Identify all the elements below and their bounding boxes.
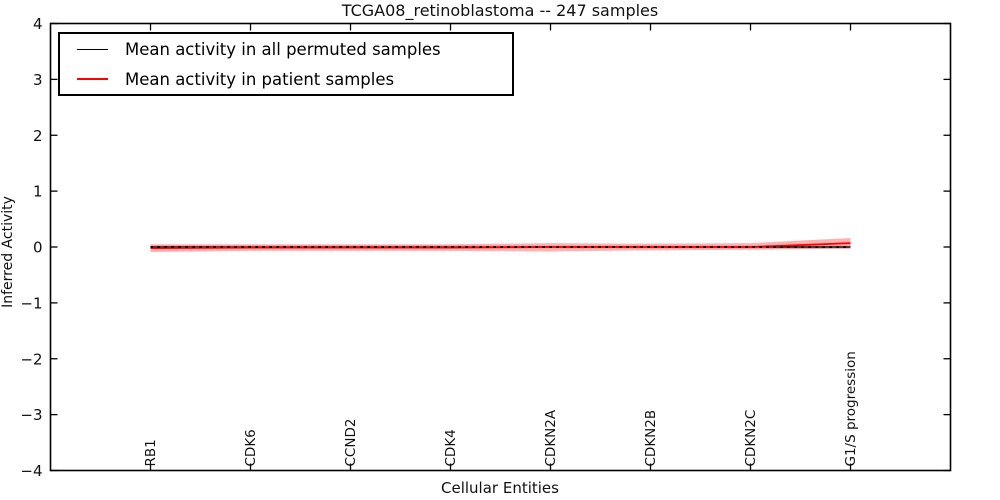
legend-box: Mean activity in all permuted samples Me…: [58, 32, 514, 96]
y-tick-label: 3: [33, 71, 43, 89]
x-tick-label: CDK4: [443, 429, 459, 466]
y-tick-label: 2: [33, 127, 43, 145]
y-tick-label: −2: [20, 350, 42, 368]
legend-label-permuted: Mean activity in all permuted samples: [125, 39, 441, 59]
x-tick-label: CCND2: [343, 419, 359, 467]
y-tick-label: −1: [20, 294, 42, 312]
legend-line-permuted-icon: [77, 48, 108, 50]
y-tick-label: 0: [33, 239, 43, 257]
y-tick-label: −3: [20, 406, 42, 424]
x-tick-label: CDKN2A: [543, 409, 559, 466]
legend-label-patient: Mean activity in patient samples: [125, 69, 395, 89]
y-tick-label: −4: [20, 462, 42, 480]
x-tick-label: CDKN2B: [643, 410, 659, 467]
x-tick-label: CDKN2C: [743, 410, 759, 467]
chart-title: TCGA08_retinoblastoma -- 247 samples: [341, 1, 659, 20]
x-tick-label: RB1: [143, 439, 159, 466]
y-axis-label: Inferred Activity: [0, 196, 16, 308]
legend-item-patient: Mean activity in patient samples: [60, 64, 512, 94]
legend-line-patient-icon: [77, 78, 108, 80]
x-tick-label: G1/S progression: [843, 351, 859, 466]
y-tick-label: 1: [33, 183, 43, 201]
patient-band: [150, 238, 851, 253]
y-tick-label: 4: [33, 15, 43, 33]
x-tick-label: CDK6: [243, 429, 259, 466]
x-axis-label: Cellular Entities: [441, 479, 559, 497]
legend-item-permuted: Mean activity in all permuted samples: [60, 34, 512, 64]
